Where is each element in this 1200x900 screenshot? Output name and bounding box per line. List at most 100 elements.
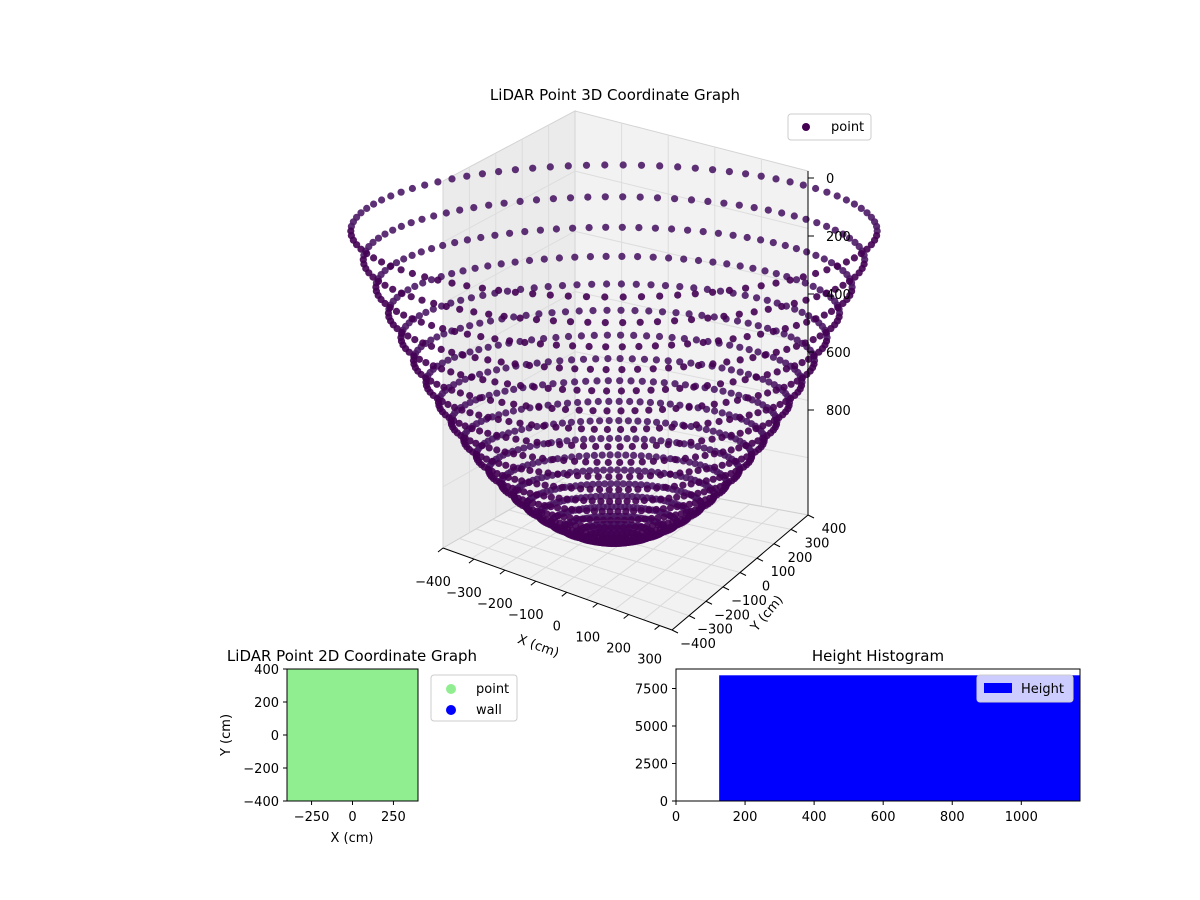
data-point: [616, 443, 624, 451]
data-point: [628, 442, 636, 451]
data-point: [544, 469, 552, 477]
data-point: [605, 397, 613, 405]
data-point: [592, 355, 600, 363]
data-point: [438, 365, 446, 373]
data-point: [765, 378, 773, 386]
data-point: [673, 493, 681, 501]
data-point: [466, 437, 474, 445]
x-tick-label-histogram: 600: [871, 810, 896, 825]
data-point: [735, 201, 743, 209]
data-point: [564, 332, 573, 341]
data-point: [549, 380, 557, 388]
data-point: [839, 281, 847, 289]
data-point: [563, 495, 571, 503]
data-point: [514, 486, 522, 494]
plot-frame-histogram: [675, 668, 1081, 802]
data-point: [714, 229, 723, 237]
data-point: [680, 363, 688, 371]
data-point: [823, 289, 831, 297]
data-point: [521, 338, 529, 347]
data-point: [408, 184, 416, 193]
data-point: [616, 377, 624, 385]
data-point: [463, 330, 471, 338]
data-point: [592, 442, 600, 451]
data-point: [505, 417, 513, 426]
data-point: [555, 254, 564, 262]
data-point: [444, 356, 452, 364]
data-point: [494, 415, 502, 424]
y-tick-3d: [688, 615, 696, 620]
data-point: [558, 385, 567, 393]
data-point: [477, 233, 485, 242]
data-point: [603, 425, 612, 434]
data-point: [709, 427, 717, 435]
data-point: [486, 396, 495, 404]
data-point: [673, 503, 681, 511]
data-point: [597, 492, 605, 500]
data-point: [761, 351, 769, 359]
data-point: [716, 473, 724, 482]
data-point: [528, 421, 536, 429]
data-point: [709, 475, 717, 483]
data-point: [692, 336, 701, 344]
data-point: [482, 455, 491, 463]
data-point: [582, 161, 591, 169]
legend-3d-label: point: [831, 120, 864, 135]
data-point: [649, 365, 657, 373]
data-point: [526, 466, 534, 474]
data-point: [692, 421, 701, 429]
data-point: [602, 530, 610, 538]
data-point: [589, 407, 597, 415]
data-point: [661, 385, 670, 393]
x-tick-3d: [623, 614, 629, 619]
data-point: [526, 442, 534, 451]
data-point: [646, 398, 655, 407]
data-point: [427, 336, 435, 344]
data-point: [634, 365, 642, 373]
data-point: [617, 425, 625, 434]
data-point: [721, 472, 730, 480]
data-point: [615, 417, 623, 425]
data-point: [544, 439, 552, 448]
data-point: [529, 290, 537, 298]
data-point: [534, 500, 543, 508]
data-point: [640, 435, 648, 443]
x-tick-3d: [654, 625, 660, 630]
data-point: [618, 252, 626, 260]
legend-histogram-frame: [976, 674, 1074, 703]
data-point: [427, 342, 436, 350]
data-point: [466, 322, 474, 330]
data-point: [590, 507, 599, 515]
data-point: [397, 222, 405, 230]
data-point: [466, 392, 474, 400]
data-point: [485, 310, 493, 318]
data-point: [798, 374, 807, 382]
data-point: [357, 245, 365, 253]
data-point: [649, 496, 657, 504]
data-point: [803, 248, 811, 256]
data-point: [666, 512, 674, 520]
data-point: [535, 468, 543, 476]
data-point: [583, 507, 591, 515]
data-point: [594, 473, 602, 481]
data-point: [657, 437, 665, 445]
chart-2d-title: LiDAR Point 2D Coordinate Graph: [227, 647, 477, 665]
data-point: [687, 316, 696, 324]
data-point: [400, 255, 408, 263]
data-point: [561, 308, 570, 316]
data-point: [634, 417, 642, 425]
data-point: [466, 348, 474, 356]
data-point: [586, 516, 594, 524]
data-point: [501, 387, 509, 395]
data-point: [564, 162, 572, 170]
data-point: [726, 341, 734, 349]
data-point: [410, 352, 418, 360]
data-point: [753, 294, 761, 302]
data-point: [566, 318, 575, 326]
y-tick-label-2d: −200: [243, 762, 279, 777]
data-point: [617, 280, 626, 288]
data-point: [601, 161, 609, 169]
data-point: [510, 313, 518, 321]
data-point: [684, 226, 692, 234]
